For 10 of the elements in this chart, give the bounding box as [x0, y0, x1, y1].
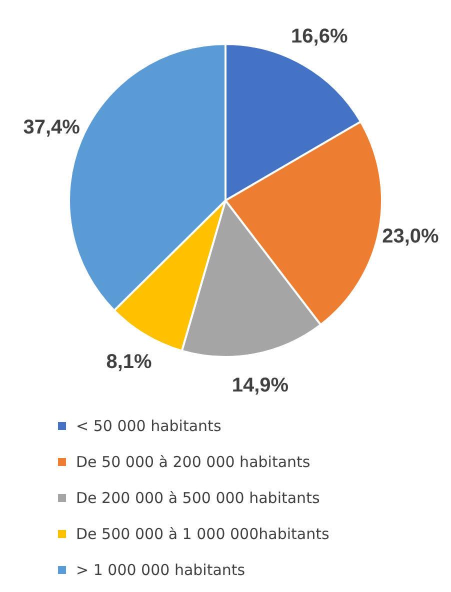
legend-label: De 200 000 à 500 000 habitants	[76, 489, 320, 507]
data-label: 23,0%	[382, 226, 439, 248]
legend-label: De 50 000 à 200 000 habitants	[76, 453, 310, 471]
data-label: 37,4%	[23, 116, 80, 138]
data-label: 8,1%	[106, 350, 152, 373]
legend-label: > 1 000 000 habitants	[76, 561, 246, 579]
data-label: 16,6%	[291, 26, 348, 48]
legend-label: < 50 000 habitants	[76, 417, 222, 435]
data-label: 14,9%	[232, 374, 289, 396]
legend-label: De 500 000 à 1 000 000habitants	[76, 525, 330, 543]
